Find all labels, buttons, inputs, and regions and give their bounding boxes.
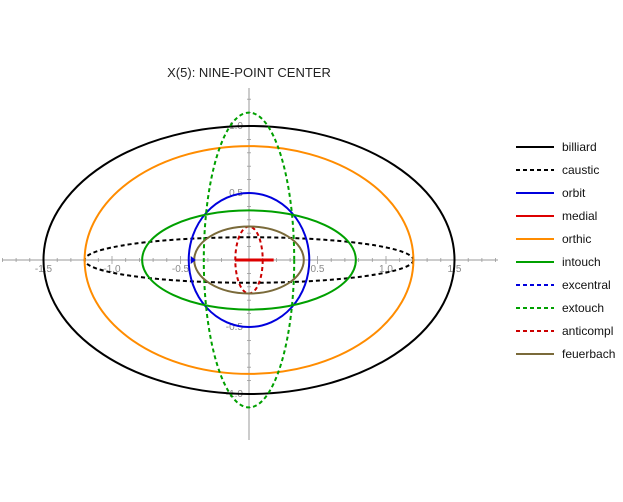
orbit-vertex-marker <box>190 256 196 264</box>
extouch-curve <box>202 111 296 409</box>
orthic-curve <box>83 145 415 375</box>
intouch-curve <box>141 209 357 311</box>
billiard-curve <box>42 125 456 395</box>
legend-label-feuerbach: feuerbach <box>562 347 615 361</box>
legend-label-billiard: billiard <box>562 140 597 154</box>
legend-label-anticompl: anticompl <box>562 324 613 338</box>
legend-label-caustic: caustic <box>562 163 599 177</box>
legend-label-extouch: extouch <box>562 301 604 315</box>
axes: -1.5 -1.0 -0.5 0.5 1.0 1.5-1.0-0.50.51.0 <box>2 88 498 440</box>
orbit-curve <box>187 192 311 328</box>
legend-label-excentral: excentral <box>562 278 611 292</box>
legend-label-orthic: orthic <box>562 232 591 246</box>
chart-title: X(5): NINE-POINT CENTER <box>167 65 331 80</box>
legend: billiard caustic orbit medial orthic intouch e… <box>516 140 615 361</box>
x-tick-label: 0.5 <box>311 264 325 275</box>
x-tick-label: -0.5 <box>172 264 190 275</box>
legend-label-intouch: intouch <box>562 255 601 269</box>
x-tick-label: 1.0 <box>379 264 393 275</box>
legend-label-orbit: orbit <box>562 186 586 200</box>
y-tick-label: -0.5 <box>226 322 244 333</box>
x-tick-label: -1.0 <box>103 264 121 275</box>
curves <box>42 111 456 409</box>
legend-label-medial: medial <box>562 209 597 223</box>
